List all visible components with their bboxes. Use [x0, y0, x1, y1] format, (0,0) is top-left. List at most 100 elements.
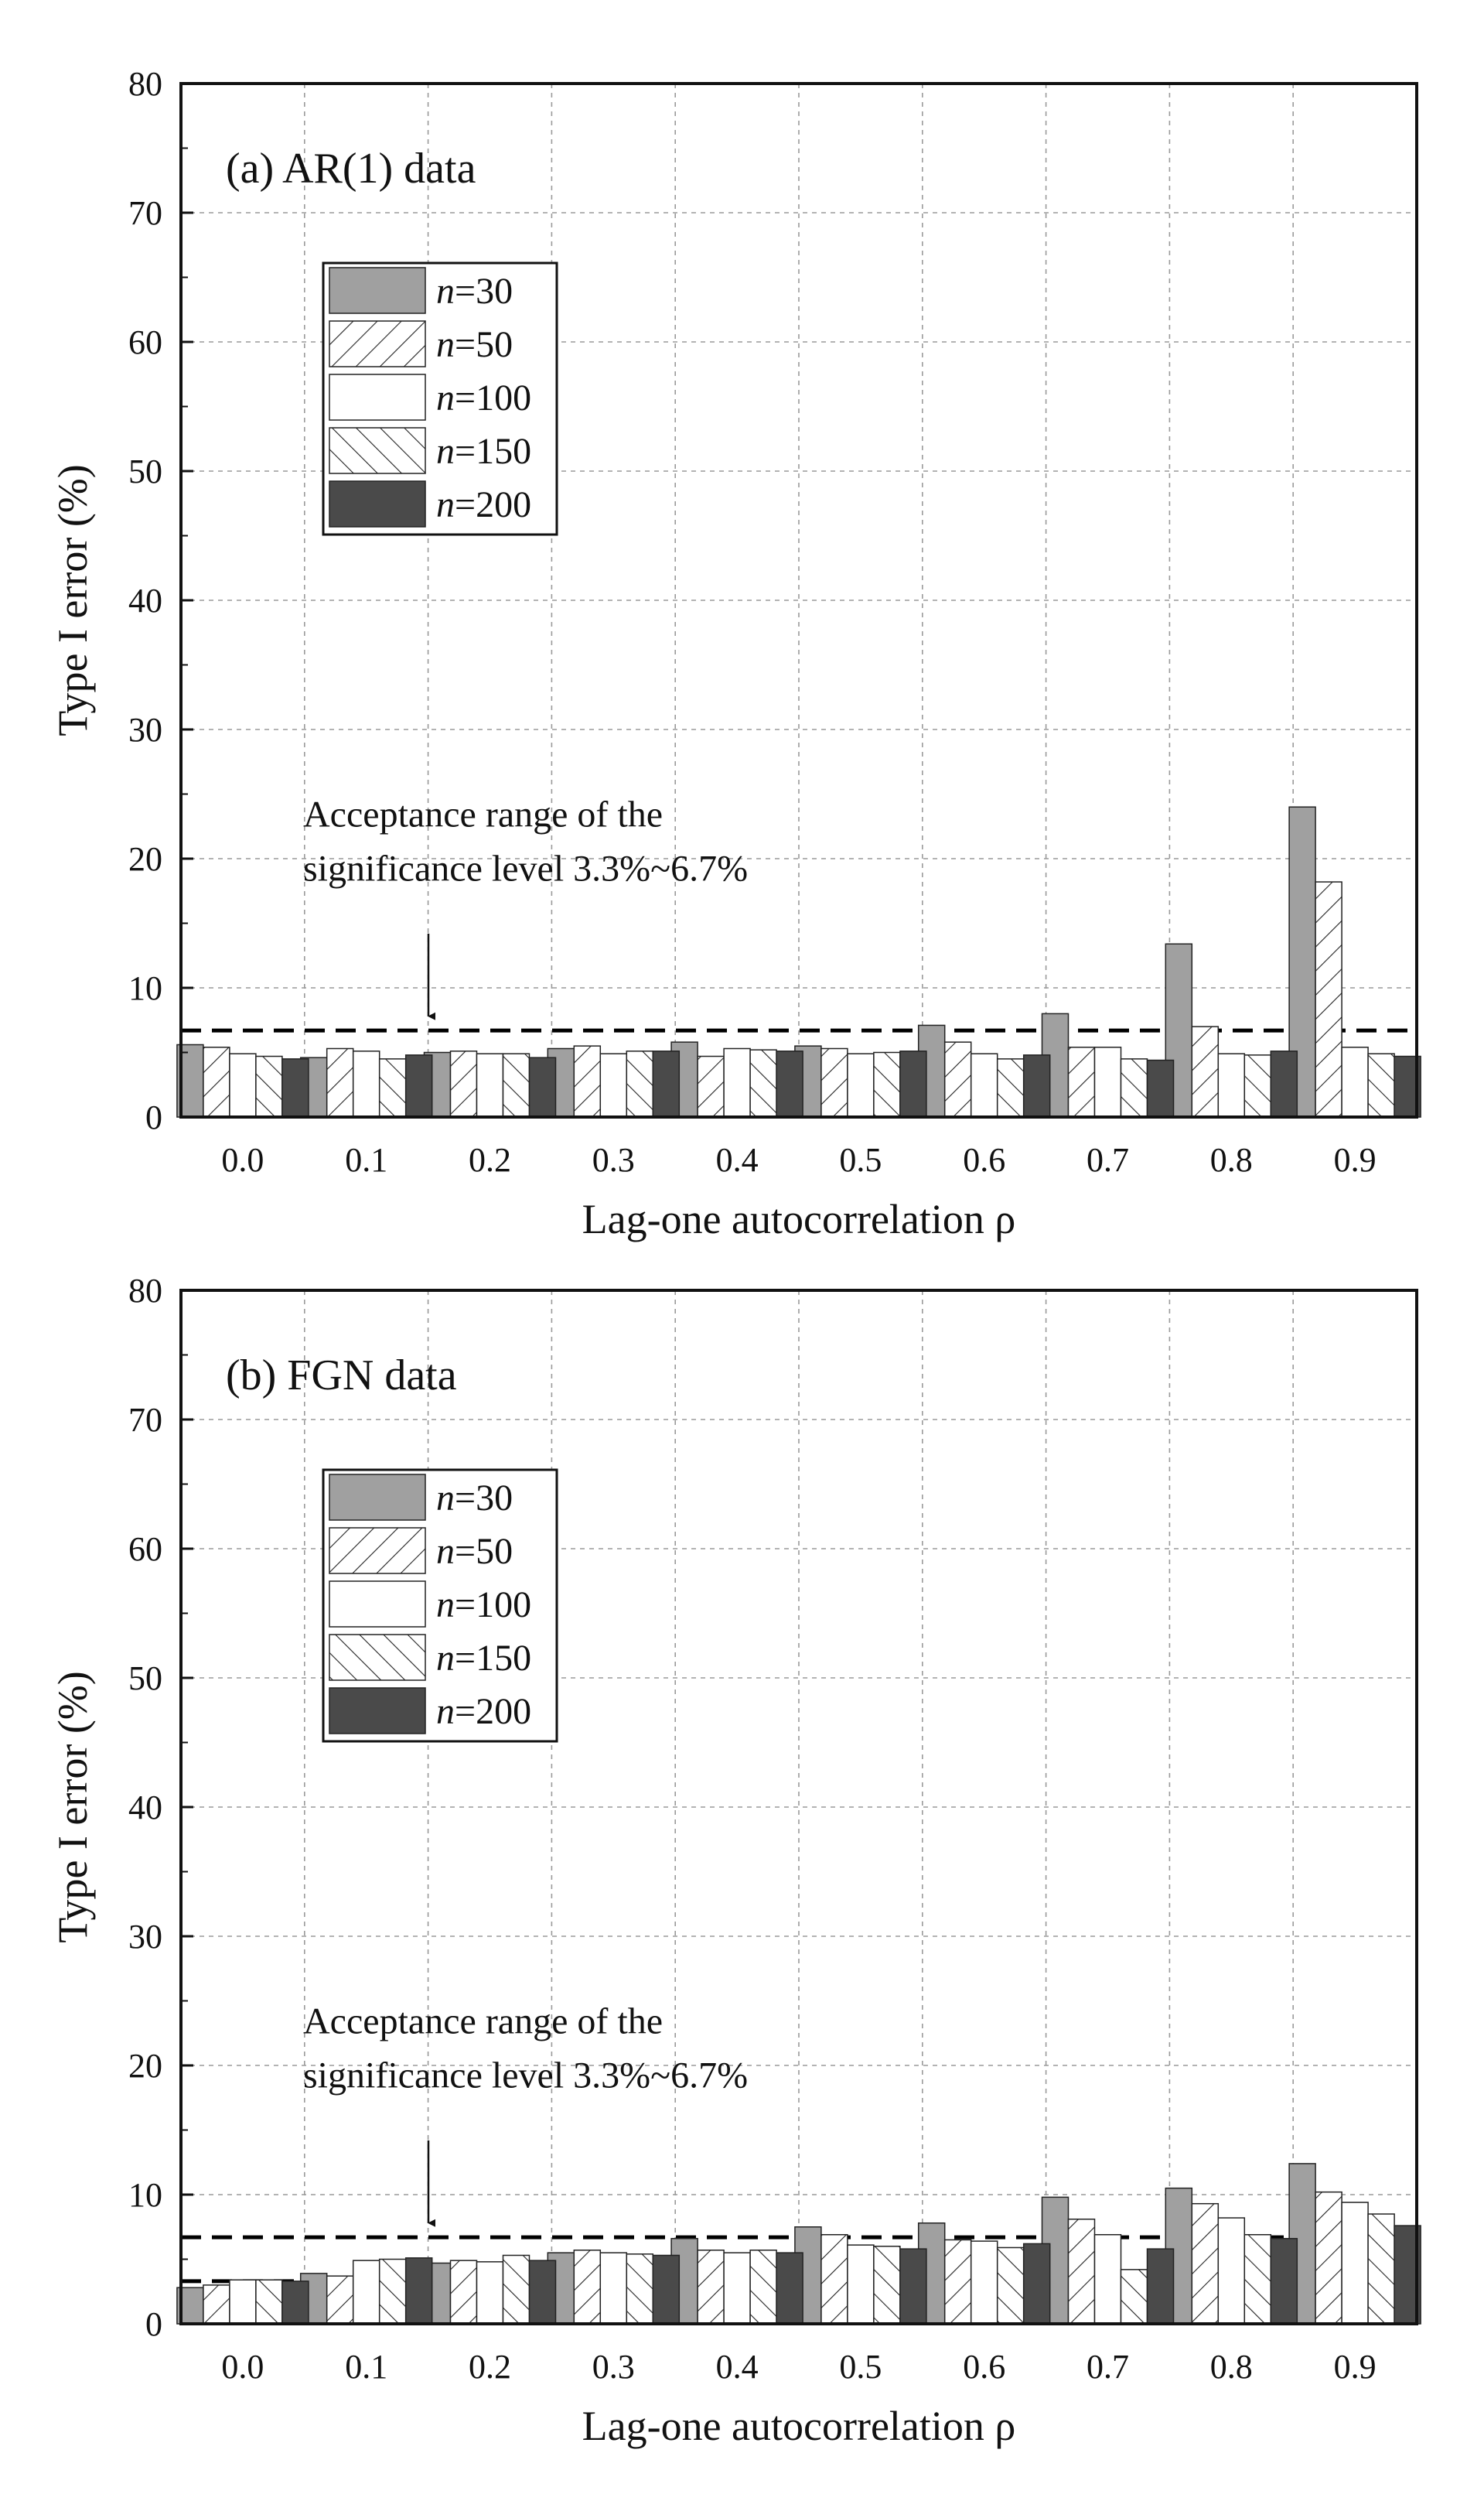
bar-n-150-rho-0.7: [1120, 1058, 1148, 1118]
y-tick-label: 80: [128, 65, 162, 103]
bar-n-50-rho-0.5: [820, 2234, 848, 2325]
x-tick-label: 0.0: [221, 2348, 264, 2386]
y-tick-label: 40: [128, 582, 162, 620]
bar-n-50-rho-0.7: [1067, 2218, 1096, 2325]
legend-swatch: [329, 427, 426, 474]
y-axis-title: Type I error (%): [49, 1671, 96, 1943]
bar-n-100-rho-0.6: [970, 1053, 998, 1118]
legend-value: =100: [455, 378, 531, 419]
bar-n-50-rho-0.3: [573, 1045, 602, 1118]
legend-label: n=150: [436, 1638, 531, 1679]
grid-lines: [181, 84, 1417, 1117]
bar-n-200-rho-0.1: [404, 1054, 433, 1118]
legend-swatch: [329, 1634, 426, 1681]
legend-value: =150: [455, 1638, 531, 1679]
bar-n-200-rho-0.0: [281, 1058, 309, 1118]
x-tick-label: 0.0: [221, 1141, 264, 1179]
bar-n-200-rho-0.5: [899, 1051, 927, 1118]
bar-n-200-rho-0.0: [281, 2280, 309, 2325]
y-tick-label: 30: [128, 1918, 162, 1956]
bar-n-200-rho-0.3: [652, 1051, 681, 1118]
annotation-line-1: Acceptance range of the: [303, 794, 663, 835]
annotation-line-1: Acceptance range of the: [303, 2000, 663, 2041]
bar-n-200-rho-0.6: [1022, 2243, 1051, 2325]
annotation-line-2: significance level 3.3%~6.7%: [303, 848, 748, 889]
bar-n-150-rho-0.8: [1243, 1054, 1272, 1118]
bar-n-50-rho-0.8: [1191, 2202, 1220, 2325]
legend-symbol: n: [436, 324, 455, 365]
x-tick-label: 0.7: [1087, 2348, 1129, 2386]
x-tick-label: 0.6: [963, 1141, 1005, 1179]
legend-symbol: n: [436, 484, 455, 525]
legend-label: n=200: [436, 484, 531, 525]
legend-swatch: [329, 1580, 426, 1628]
y-tick-label: 0: [145, 1098, 162, 1136]
y-tick-label: 20: [128, 840, 162, 878]
bar-n-150-rho-0.2: [502, 1053, 530, 1118]
bar-n-100-rho-0.1: [352, 2260, 380, 2325]
bar-n-50-rho-0.8: [1191, 1026, 1220, 1118]
bar-n-200-rho-0.3: [652, 2254, 681, 2325]
bar-n-150-rho-0.2: [502, 2254, 530, 2325]
y-ticks: 0 10 20 30 40 50 60 70 80: [128, 65, 193, 1136]
bar-n-100-rho-0.9: [1341, 1047, 1369, 1118]
bar-n-200-rho-0.8: [1270, 2238, 1298, 2325]
y-tick-label: 20: [128, 2047, 162, 2085]
legend-label: n=150: [436, 431, 531, 472]
y-tick-label: 70: [128, 1401, 162, 1439]
bar-n-100-rho-0.3: [599, 1053, 628, 1118]
x-tick-label: 0.4: [716, 2348, 759, 2386]
bar-n-50-rho-0.5: [820, 1047, 848, 1118]
x-tick-label: 0.8: [1210, 1141, 1253, 1179]
bar-n-100-rho-0.0: [229, 2279, 257, 2325]
y-tick-label: 50: [128, 1659, 162, 1697]
legend-swatch: [329, 480, 426, 528]
legend-label: n=30: [436, 271, 513, 312]
y-tick-label: 80: [128, 1272, 162, 1310]
bar-n-200-rho-0.5: [899, 2248, 927, 2325]
bar-n-100-rho-0.2: [476, 2261, 504, 2325]
x-tick-label: 0.5: [839, 2348, 882, 2386]
bars: [176, 806, 1421, 1118]
bar-n-200-rho-0.2: [528, 1057, 557, 1118]
bar-n-200-rho-0.1: [404, 2257, 433, 2325]
bar-n-50-rho-0.1: [326, 1047, 354, 1118]
annotation: Acceptance range of the significance lev…: [303, 2000, 748, 2227]
y-tick-label: 60: [128, 1530, 162, 1568]
bars: [176, 2163, 1421, 2325]
panel-title: (a) AR(1) data: [226, 145, 476, 193]
bar-n-100-rho-0.8: [1217, 1053, 1246, 1118]
annotation-line-2: significance level 3.3%~6.7%: [303, 2055, 748, 2096]
y-ticks: 0 10 20 30 40 50 60 70 80: [128, 1272, 193, 2343]
legend-value: =150: [455, 431, 531, 472]
legend-swatch: [329, 1527, 426, 1574]
x-tick-label: 0.2: [469, 1141, 511, 1179]
x-tick-label: 0.6: [963, 2348, 1005, 2386]
grid-lines: [181, 1290, 1417, 2324]
bar-n-150-rho-0.3: [626, 1051, 654, 1118]
bar-n-150-rho-0.4: [749, 1049, 777, 1118]
bar-n-100-rho-0.7: [1093, 1047, 1122, 1118]
x-axis-title: Lag-one autocorrelation ρ: [582, 2403, 1016, 2449]
legend-symbol: n: [436, 378, 455, 419]
bar-n-50-rho-0.7: [1067, 1047, 1096, 1118]
bar-n-50-rho-0.9: [1315, 881, 1342, 1118]
bar-n-150-rho-0.0: [255, 1055, 283, 1118]
legend-swatch: [329, 267, 426, 314]
bar-n-150-rho-0.0: [255, 2279, 283, 2325]
x-tick-label: 0.3: [592, 2348, 635, 2386]
bar-n-50-rho-0.2: [449, 1051, 478, 1118]
legend-symbol: n: [436, 1478, 455, 1519]
legend-swatch: [329, 1687, 426, 1734]
y-tick-label: 40: [128, 1789, 162, 1826]
bar-n-100-rho-0.9: [1341, 2202, 1369, 2325]
bar-n-200-rho-0.8: [1270, 1051, 1298, 1118]
bar-n-50-rho-0.0: [203, 1047, 230, 1118]
x-ticks: 0.0 0.1 0.2 0.3 0.4 0.5 0.6 0.7 0.8 0.9: [221, 2348, 1376, 2386]
x-tick-label: 0.7: [1087, 1141, 1129, 1179]
y-tick-label: 0: [145, 2305, 162, 2343]
